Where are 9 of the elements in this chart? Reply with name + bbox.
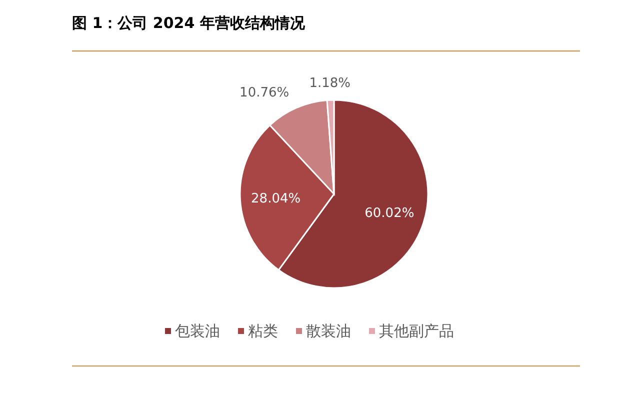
legend-label: 粘类 <box>248 322 278 340</box>
data-label: 10.76% <box>240 85 290 100</box>
data-label: 28.04% <box>251 192 301 207</box>
legend-label: 散装油 <box>306 322 351 340</box>
chart-title: 图 1：公司 2024 年营收结构情况 <box>72 14 306 32</box>
legend-label: 其他副产品 <box>379 322 454 340</box>
data-label: 60.02% <box>364 206 414 222</box>
legend-label: 包装油 <box>175 322 220 340</box>
data-label: 1.18% <box>309 76 351 92</box>
